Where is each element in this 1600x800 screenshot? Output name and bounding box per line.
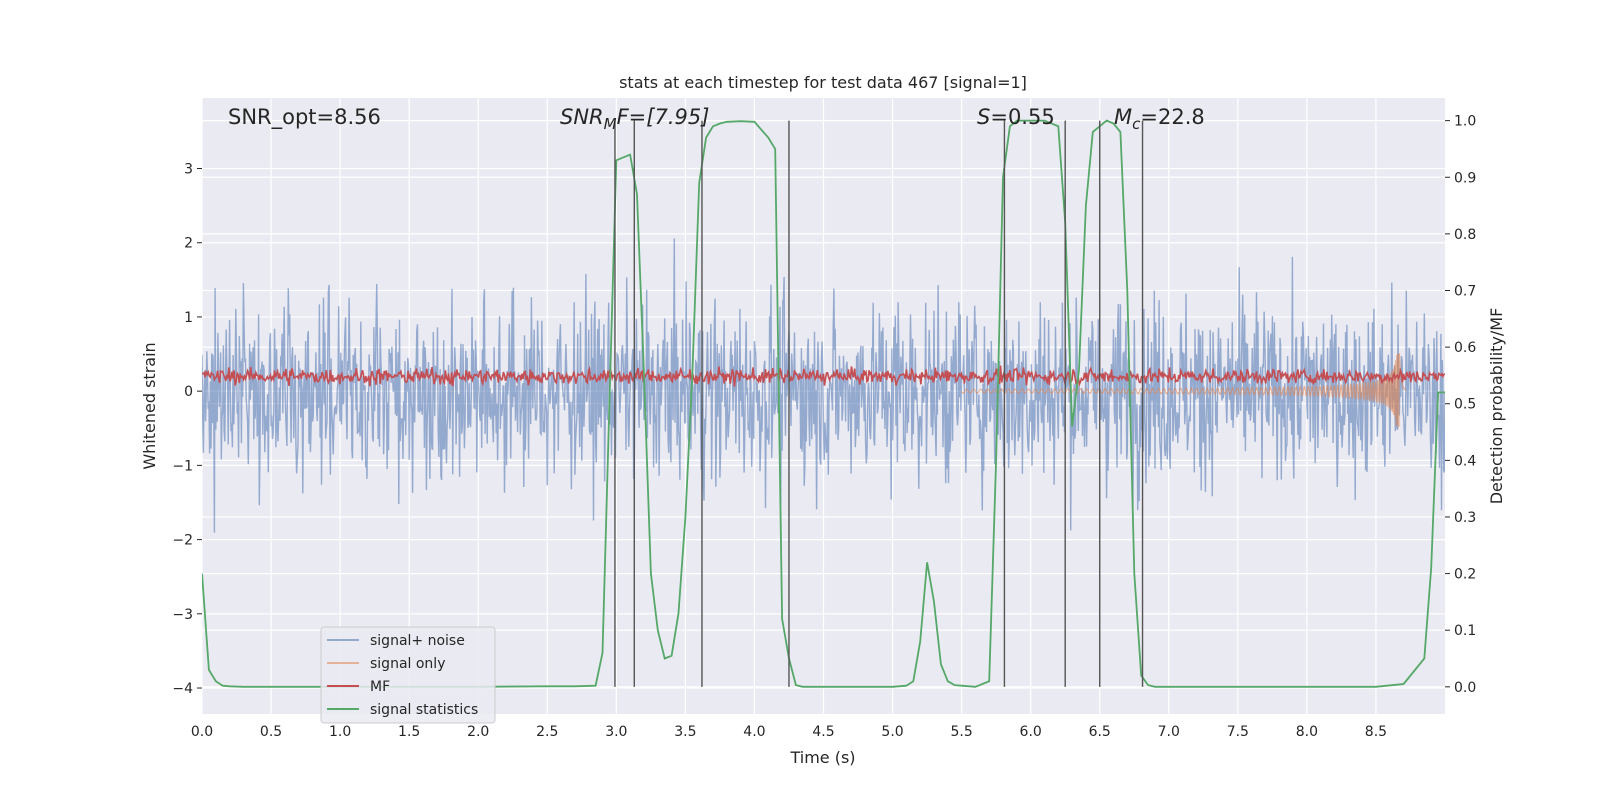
legend-label-signal-noise: signal+ noise: [370, 633, 465, 649]
annotation-mc: Mc=22.8: [1114, 105, 1205, 133]
annotation-mc-main: M: [1114, 105, 1132, 129]
x-axis-label: Time (s): [789, 748, 855, 767]
x-tick-label: 3.5: [674, 724, 696, 740]
x-tick-label: 0.0: [191, 724, 213, 740]
annotation-s-main: S: [977, 105, 990, 129]
data-layer: [202, 119, 1445, 688]
annotation-mc-sub: c: [1132, 115, 1141, 133]
series-signal-only: [961, 353, 1407, 429]
y-tick-label: 0: [184, 384, 193, 400]
series-mf: [202, 365, 1445, 388]
y2-tick-label: 0.6: [1454, 340, 1476, 356]
y-tick-label: −1: [172, 458, 193, 474]
vertical-markers: [614, 120, 1144, 687]
y2-tick-label: 0.8: [1454, 227, 1476, 243]
legend-box: [320, 626, 496, 724]
x-tick-label: 5.5: [950, 724, 972, 740]
annotation-snr-mf-rest: F=[7.95]: [617, 105, 710, 129]
y2-tick-label: 0.1: [1454, 623, 1476, 639]
annotation-snr-opt: SNR_opt=8.56: [228, 105, 381, 130]
y2-tick-label: 0.0: [1454, 680, 1476, 696]
legend: signal+ noise signal only MF signal stat…: [320, 626, 496, 724]
x-tick-label: 5.0: [881, 724, 903, 740]
x-tick-label: 6.5: [1089, 724, 1111, 740]
y2-tick-label: 0.2: [1454, 567, 1476, 583]
y-tick-label: 1: [184, 310, 193, 326]
y2-tick-label: 0.9: [1454, 170, 1476, 186]
y-tick-label: −4: [172, 681, 193, 697]
y2-tick-label: 1.0: [1454, 114, 1476, 130]
y-tick-label: −3: [172, 607, 193, 623]
y-tick-label: 3: [184, 162, 193, 178]
annotation-mc-rest: =22.8: [1140, 105, 1204, 129]
y2-tick-label: 0.3: [1454, 510, 1476, 526]
annotation-snr-mf-main: SNR: [560, 105, 604, 129]
x-tick-label: 7.0: [1158, 724, 1180, 740]
chart-title: stats at each timestep for test data 467…: [619, 73, 1027, 92]
x-tick-label: 6.0: [1020, 724, 1042, 740]
series-signal-statistics: [202, 119, 1445, 688]
x-tick-label: 8.5: [1365, 724, 1387, 740]
x-tick-label: 8.0: [1296, 724, 1318, 740]
annotation-s-rest: =0.55: [990, 105, 1054, 129]
x-tick-label: 7.5: [1227, 724, 1249, 740]
x-tick-label: 2.0: [467, 724, 489, 740]
annotation-s: S=0.55: [977, 105, 1055, 129]
x-tick-label: 4.0: [743, 724, 765, 740]
y2-tick-label: 0.7: [1454, 284, 1476, 300]
y2-tick-label: 0.5: [1454, 397, 1476, 413]
legend-label-signal-statistics: signal statistics: [370, 702, 478, 718]
x-tick-label: 2.5: [536, 724, 558, 740]
y-axis-label: Whitened strain: [140, 342, 159, 469]
y-tick-label: 2: [184, 236, 193, 252]
x-tick-label: 0.5: [260, 724, 282, 740]
y-tick-label: −2: [172, 533, 193, 549]
y2-tick-label: 0.4: [1454, 453, 1476, 469]
x-tick-label: 1.0: [329, 724, 351, 740]
x-tick-label: 4.5: [812, 724, 834, 740]
x-tick-label: 1.5: [398, 724, 420, 740]
x-tick-label: 3.0: [605, 724, 627, 740]
annotation-snr-mf: SNRMF=[7.95]: [560, 105, 709, 133]
tick-labels: 0.0 0.5 1.0 1.5 2.0 2.5 3.0 3.5 4.0 4.5 5.0 5.5 6.0 6…: [172, 114, 1476, 740]
legend-label-mf: MF: [370, 679, 390, 695]
series-signal-noise: [202, 238, 1445, 533]
annotation-snr-mf-sub: M: [604, 115, 617, 133]
y2-axis-label: Detection probability/MF: [1487, 308, 1506, 505]
legend-label-signal-only: signal only: [370, 656, 445, 672]
